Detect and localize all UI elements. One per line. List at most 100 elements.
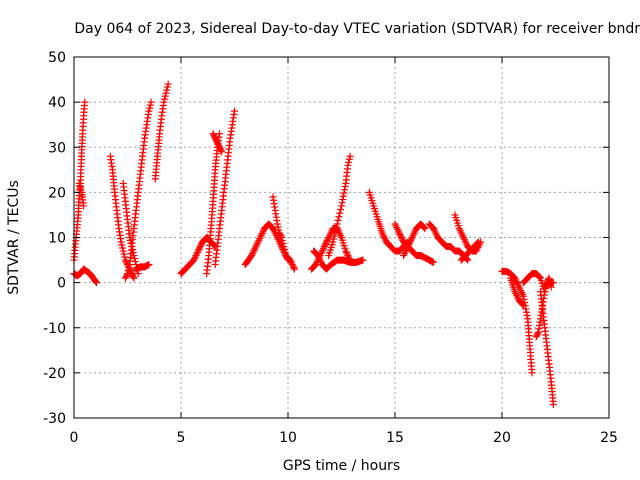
data-point — [209, 130, 217, 138]
data-point — [131, 255, 139, 263]
data-point — [284, 256, 292, 264]
data-point — [330, 235, 338, 243]
series-arc-6 — [121, 98, 155, 282]
data-point — [278, 237, 286, 245]
data-point — [160, 98, 168, 106]
data-point — [283, 253, 291, 261]
data-point — [251, 245, 259, 253]
x-tick-label: 25 — [600, 430, 618, 446]
data-point — [252, 241, 260, 249]
data-point — [334, 216, 342, 224]
data-point — [163, 86, 171, 94]
data-point — [345, 158, 353, 166]
data-point — [335, 213, 343, 221]
data-point — [340, 189, 348, 197]
data-point — [124, 267, 132, 275]
data-point — [145, 107, 153, 115]
data-point — [549, 400, 557, 408]
y-tick-label: -20 — [43, 366, 66, 382]
data-point — [519, 300, 527, 308]
data-point — [128, 246, 136, 254]
data-point — [282, 252, 290, 260]
data-point — [333, 220, 341, 228]
data-point — [290, 265, 298, 273]
series-arc-16 — [325, 152, 354, 260]
data-point — [213, 139, 221, 147]
data-point — [194, 247, 202, 255]
y-tick-label: 30 — [48, 140, 66, 156]
data-point — [217, 146, 225, 154]
data-point — [359, 256, 367, 264]
data-point — [346, 152, 354, 160]
data-point — [193, 249, 201, 257]
data-point — [283, 255, 291, 263]
x-axis-label: GPS time / hours — [283, 458, 400, 474]
data-point — [337, 206, 345, 214]
data-point — [405, 241, 413, 249]
data-point — [120, 250, 128, 258]
data-point — [534, 330, 542, 338]
data-point — [129, 273, 137, 281]
data-point — [162, 89, 170, 97]
data-point — [92, 279, 100, 287]
data-point — [249, 248, 257, 256]
data-point — [275, 229, 283, 237]
data-point — [122, 273, 130, 281]
data-point — [250, 246, 258, 254]
data-point — [81, 98, 89, 106]
data-point — [345, 155, 353, 163]
data-point — [131, 258, 139, 266]
series-arc-12 — [211, 107, 238, 269]
data-point — [123, 271, 131, 279]
data-point — [252, 243, 260, 251]
data-point — [216, 143, 224, 151]
data-point — [146, 101, 154, 109]
series-arc-24 — [498, 267, 536, 377]
data-point — [338, 202, 345, 210]
data-point — [290, 264, 298, 272]
data-point — [161, 95, 169, 103]
data-point — [216, 145, 224, 153]
data-point — [474, 238, 482, 246]
data-point — [321, 241, 329, 249]
data-point — [398, 235, 406, 243]
data-point — [342, 247, 350, 255]
data-point — [254, 238, 262, 246]
series-arc-20 — [400, 220, 429, 260]
series-arc-1 — [70, 98, 89, 264]
data-point — [279, 240, 287, 248]
x-tick-labels: 0 5 10 15 20 25 — [70, 430, 618, 446]
data-point — [331, 229, 339, 237]
data-point — [343, 250, 351, 258]
data-point — [323, 238, 331, 246]
data-point — [341, 183, 349, 191]
data-point — [125, 264, 133, 272]
series-arc-23 — [457, 238, 482, 264]
y-tick-label: 20 — [48, 185, 66, 201]
data-point — [549, 279, 557, 287]
data-point — [276, 230, 284, 238]
data-point — [421, 224, 429, 232]
series-arc-28 — [537, 288, 557, 408]
data-point — [258, 230, 266, 238]
series-arc-17 — [310, 247, 367, 273]
series-arc-25 — [507, 274, 527, 309]
data-point — [259, 228, 267, 236]
data-point — [523, 312, 531, 320]
x-tick-label: 5 — [177, 430, 186, 446]
data-point — [281, 249, 289, 257]
series-arc-14 — [269, 193, 292, 264]
data-point — [231, 107, 238, 115]
y-tick-label: 50 — [48, 50, 66, 66]
data-point — [278, 234, 286, 241]
data-point — [161, 92, 169, 100]
data-point — [338, 199, 346, 207]
data-point — [533, 331, 541, 339]
data-point — [397, 234, 405, 241]
data-points — [70, 80, 557, 408]
series-arc-13 — [241, 220, 298, 273]
data-point — [344, 161, 352, 169]
data-point — [333, 223, 341, 231]
y-tick-label: 0 — [57, 276, 66, 292]
